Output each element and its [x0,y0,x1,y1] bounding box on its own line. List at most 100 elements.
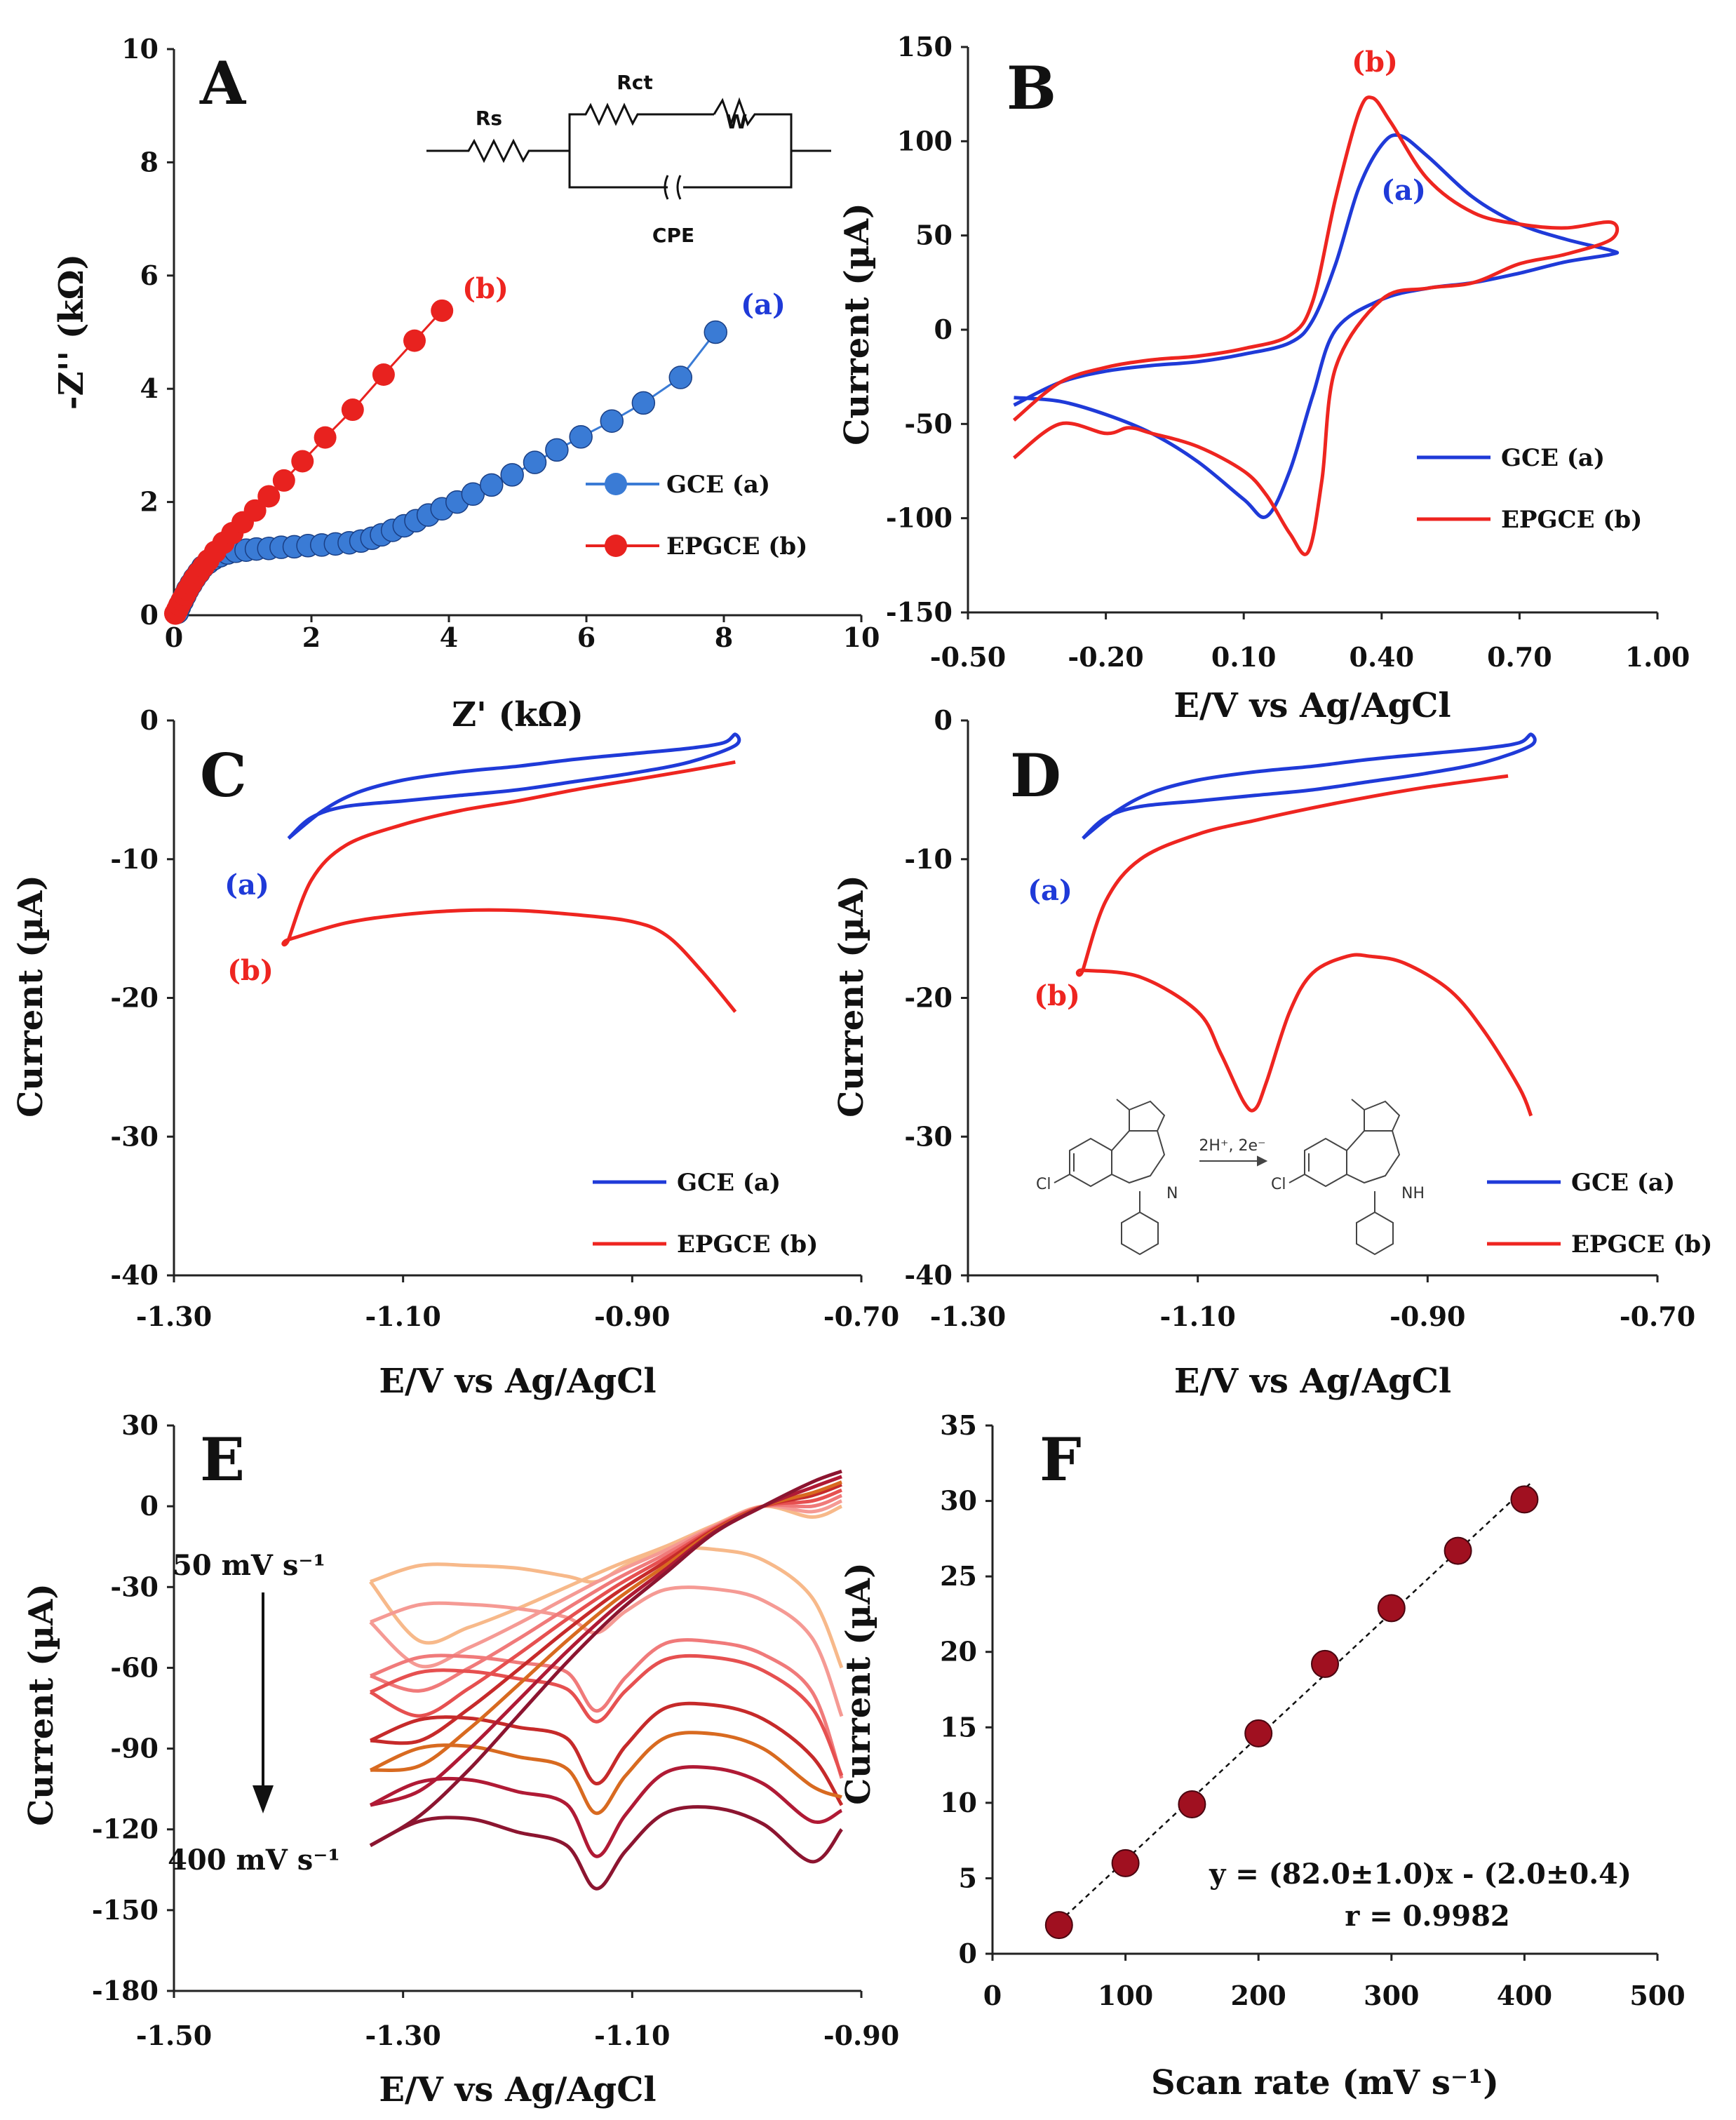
label-a: (a) [1028,874,1072,907]
x-tick-label: 100 [1098,1980,1153,2011]
y-tick-label: 150 [897,31,953,62]
x-tick-label: 6 [577,622,596,653]
cv-curve-b [281,760,737,1013]
nyquist-point [341,398,364,422]
cv-curve-b [1075,774,1533,1117]
y-tick-label: 0 [140,704,159,736]
legend-label: EPGCE (b) [666,532,807,561]
panel-letter-c: C [200,741,247,810]
y-tick-label: 8 [140,146,159,177]
legend-marker [605,535,627,557]
y-tick-label: 4 [140,373,159,404]
fit-r: r = 0.9982 [1345,1900,1510,1933]
x-tick-label: 10 [843,622,880,653]
y-axis-label: Current (µA) [837,203,877,445]
nyquist-point [668,365,693,389]
data-point [1178,1790,1206,1819]
x-tick-label: 1.00 [1625,641,1690,673]
triazole-ring [1351,1099,1401,1132]
y-tick-label: -60 [110,1651,159,1683]
axes-layer [167,46,1659,1998]
y-tick-label: -30 [110,1571,159,1602]
label-b: (b) [1034,979,1080,1012]
label-b: (b) [462,272,509,305]
panel-letter-b: B [1007,53,1056,123]
nyquist-point [257,485,281,508]
nyquist-point [631,391,656,415]
y-tick-label: 100 [897,125,953,156]
y-axis-label: -Z'' (kΩ) [52,254,91,410]
panel-letter-f: F [1039,1425,1082,1494]
y-tick-label: -40 [110,1259,159,1291]
y-tick-label: -40 [904,1259,953,1291]
diazepine-ring [1346,1130,1401,1184]
y-tick-label: -150 [886,596,953,628]
cv-curve-b [1012,95,1620,556]
y-tick-label: 0 [959,1938,977,1969]
x-tick-label: 0 [983,1980,1002,2011]
data-point [1111,1849,1140,1877]
cv-forward-100-mV-s-1 [370,1585,844,1717]
x-tick-label: -0.90 [823,2020,899,2051]
nyquist-point [600,409,624,433]
nyquist-point [523,450,547,474]
x-tick-label: -1.10 [594,2020,670,2051]
nyquist-point [545,438,569,462]
nyquist-point [291,450,314,473]
nyquist-point [500,463,524,487]
y-tick-label: -10 [110,843,159,875]
cpe-label: CPE [652,224,694,247]
rs-resistor [426,138,570,163]
arrow-bottom-label: 400 mV s⁻¹ [168,1844,340,1877]
benzene-ring [1069,1137,1112,1188]
cv-curve-a [287,732,741,840]
y-tick-label: 30 [940,1485,977,1517]
y-tick-label: 35 [940,1409,977,1441]
reaction-arrow-head [1257,1155,1268,1167]
x-axis-label: E/V vs Ag/AgCl [379,1362,656,1401]
legend-marker [605,473,627,495]
data-point [1377,1594,1406,1623]
x-tick-label: -1.30 [365,2020,441,2051]
fit-equation: y = (82.0±1.0)x - (2.0±0.4) [1209,1858,1631,1891]
cl-bond [1288,1174,1305,1183]
y-tick-label: 50 [915,220,953,251]
legend-label: GCE (a) [1501,444,1605,472]
x-tick-label: -1.30 [930,1301,1006,1332]
legend-label: GCE (a) [666,471,770,499]
x-tick-label: 300 [1364,1980,1419,2011]
chem-n: N [1166,1185,1178,1202]
nyquist-point [569,425,593,449]
x-tick-label: -0.20 [1068,641,1143,673]
diazepine-ring [1111,1130,1166,1184]
label-b: (b) [227,954,274,987]
legend-label: GCE (a) [1571,1169,1675,1197]
nyquist-line-a [176,331,717,613]
x-tick-label: -1.30 [136,1301,212,1332]
y-tick-label: -90 [110,1733,159,1764]
x-tick-label: -1.50 [136,2020,212,2051]
y-tick-label: 15 [940,1711,977,1743]
x-tick-label: 0.10 [1211,641,1277,673]
nyquist-point [480,473,504,497]
cl-bond [1054,1174,1070,1183]
cv-forward-200-mV-s-1 [370,1653,844,1777]
y-axis-label: Current (µA) [839,1562,878,1805]
y-axis-label: Current (µA) [832,875,871,1118]
data-point [1044,1911,1073,1940]
y-tick-label: -120 [92,1813,159,1845]
nyquist-point [403,329,426,352]
x-axis-label: E/V vs Ag/AgCl [1174,1362,1451,1401]
label-b: (b) [1352,46,1398,79]
x-axis-label: E/V vs Ag/AgCl [1173,686,1451,725]
rct-label: Rct [617,71,653,94]
triazole-ring [1116,1099,1166,1132]
cv-reverse-400-mV-s-1 [369,1469,842,1847]
y-tick-label: -180 [92,1975,159,2006]
cv-forward-300-mV-s-1 [369,1731,842,1816]
y-axis-label: Current (µA) [11,875,51,1118]
panel-letter-a: A [199,48,247,118]
nyquist-point [243,499,267,522]
y-tick-label: -30 [110,1120,159,1152]
